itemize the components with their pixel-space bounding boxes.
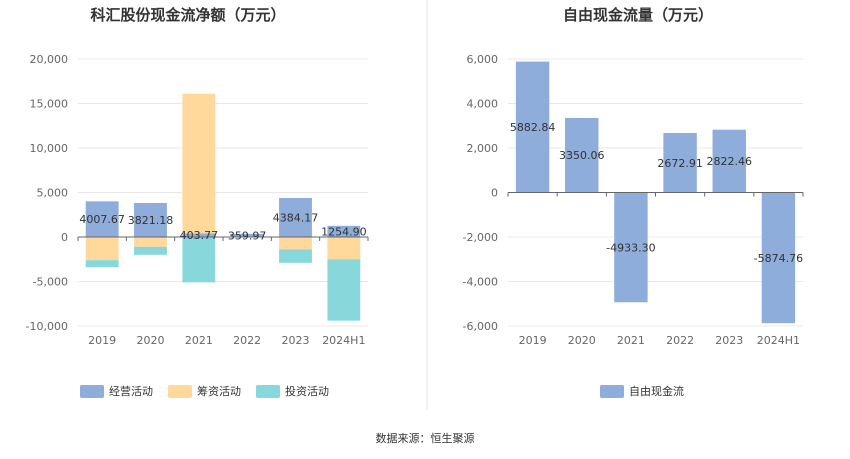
y-tick-label: 6,000 [467,53,499,66]
bar-投资活动 [279,249,312,263]
net-cashflow-chart: 科汇股份现金流净额（万元） 20,000 15,000 10,000 5,000 0 -5,… [26,6,369,398]
x-tick-label: 2022 [233,334,261,347]
y-tick-label: 0 [491,187,498,200]
data-label: 4384.17 [273,211,319,224]
bar-经营活动 [279,197,312,237]
legend-label-投资活动: 投资活动 [285,384,329,398]
x-tick-label: 2019 [88,334,116,347]
x-tick-label: 2020 [568,334,596,347]
y-tick-label: -2,000 [463,231,498,244]
y-tick-label: 5,000 [37,187,69,200]
bar-自由现金流 [565,117,599,193]
x-tick-label: 2021 [185,334,213,347]
y-tick-label: 20,000 [30,53,69,66]
legend-swatch-投资活动 [256,385,280,398]
data-label: 3350.06 [559,149,605,162]
data-label: 1254.90 [321,225,367,238]
data-label: 5882.84 [510,121,556,134]
data-label: 3821.18 [128,214,174,227]
y-tick-label: 0 [61,231,68,244]
y-tick-label: -6,000 [463,320,498,333]
bar-经营活动 [182,233,216,237]
legend-label-自由现金流: 自由现金流 [629,384,684,398]
legend-label-经营活动: 经营活动 [109,384,153,398]
data-label: 2822.46 [707,155,753,168]
y-tick-label: 2,000 [467,142,499,155]
data-label: 2672.91 [657,157,703,170]
bar-经营活动 [134,202,167,237]
bar-投资活动 [182,237,216,283]
x-tick-label: 2020 [137,334,165,347]
bar-经营活动 [230,233,264,237]
data-label: 403.77 [180,229,219,242]
bar-经营活动 [85,201,119,237]
data-label: -4933.30 [606,241,655,254]
x-tick-label: 2024H1 [322,334,365,347]
bar-自由现金流 [663,133,697,193]
legend-swatch-自由现金流 [600,385,624,398]
data-label: -5874.76 [754,252,803,265]
data-label: 359.97 [228,229,267,242]
bar-经营活动 [327,225,361,237]
data-label: 4007.67 [79,213,125,226]
chart-title: 自由现金流量（万元） [563,6,713,24]
legend-label-筹资活动: 筹资活动 [197,384,241,398]
x-tick-label: 2022 [666,334,694,347]
bar-投资活动 [327,259,361,321]
bar-投资活动 [85,260,119,268]
legend-swatch-筹资活动 [168,385,192,398]
bar-自由现金流 [712,129,746,193]
bar-筹资活动 [134,237,167,247]
bar-筹资活动 [182,93,216,234]
legend-swatch-经营活动 [80,385,104,398]
bar-筹资活动 [327,237,361,260]
y-tick-label: -10,000 [26,320,68,333]
bar-自由现金流 [614,192,648,303]
chart-title: 科汇股份现金流净额（万元） [90,6,285,24]
bar-投资活动 [134,246,167,255]
x-tick-label: 2024H1 [757,334,800,347]
y-tick-label: -4,000 [463,276,498,289]
free-cashflow-chart: 自由现金流量（万元） 6,000 4,000 2,000 0 -2,000 -4,000 -6… [463,6,804,398]
y-tick-label: 15,000 [30,98,69,111]
data-source-note: 数据来源：恒生聚源 [376,431,475,445]
y-tick-label: 4,000 [467,98,499,111]
bar-筹资活动 [279,237,312,250]
bar-自由现金流 [515,61,550,193]
x-tick-label: 2023 [282,334,310,347]
y-tick-label: 10,000 [30,142,69,155]
x-tick-label: 2023 [715,334,743,347]
x-tick-label: 2021 [617,334,645,347]
x-tick-label: 2019 [519,334,547,347]
y-tick-label: -5,000 [33,276,68,289]
bar-筹资活动 [85,237,119,261]
bar-自由现金流 [761,192,796,324]
